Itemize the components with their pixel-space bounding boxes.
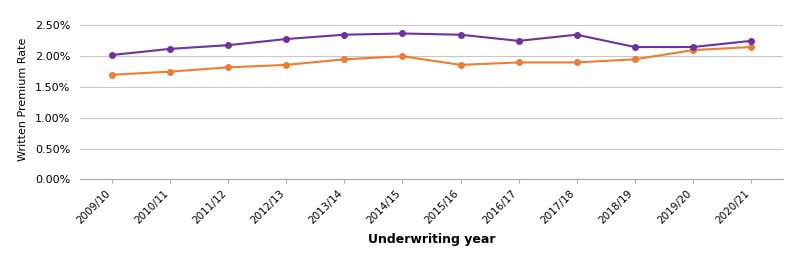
Suggested rate [340,33,349,36]
Suggested rate [223,44,233,47]
Line: Suggested rate: Suggested rate [109,31,753,58]
Achieved rate [107,73,117,76]
Achieved rate [165,70,175,73]
Achieved rate [688,49,698,52]
Line: Achieved rate: Achieved rate [109,44,753,78]
Suggested rate [746,39,756,43]
Suggested rate [514,39,523,43]
Suggested rate [165,47,175,51]
Suggested rate [107,53,117,57]
Suggested rate [455,33,465,36]
Achieved rate [340,58,349,61]
Suggested rate [688,45,698,49]
Achieved rate [223,66,233,69]
Suggested rate [572,33,582,36]
Achieved rate [455,63,465,67]
Suggested rate [630,45,640,49]
Achieved rate [398,55,407,58]
Suggested rate [398,32,407,35]
Achieved rate [572,61,582,64]
Achieved rate [746,45,756,49]
Achieved rate [514,61,523,64]
Suggested rate [281,37,291,41]
X-axis label: Underwriting year: Underwriting year [368,233,495,246]
Achieved rate [281,63,291,67]
Achieved rate [630,58,640,61]
Y-axis label: Written Premium Rate: Written Premium Rate [18,38,28,161]
